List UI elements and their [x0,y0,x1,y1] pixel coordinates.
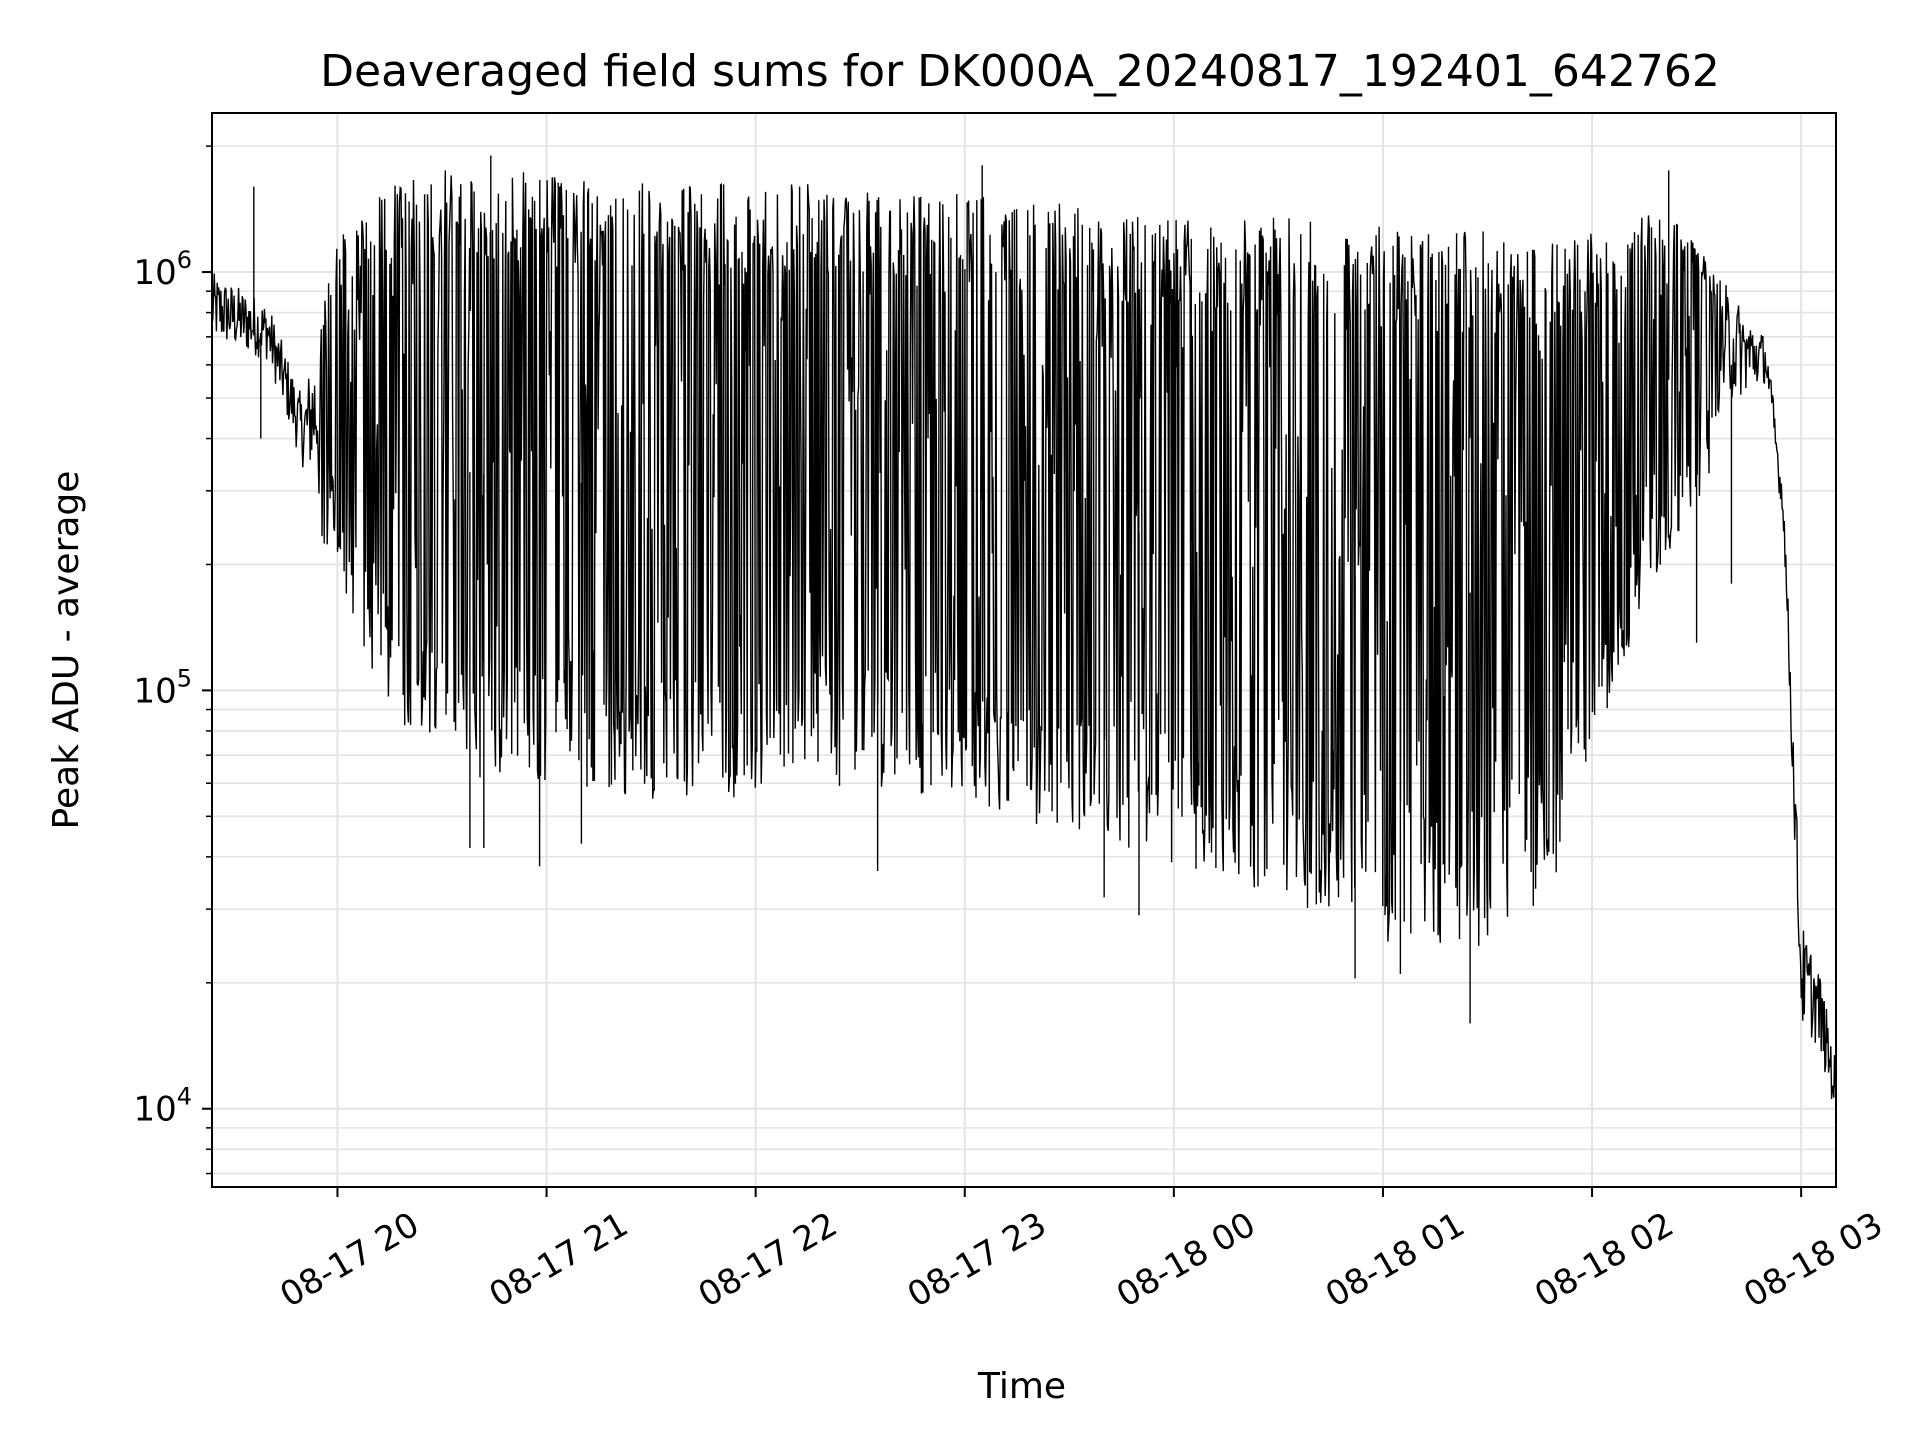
y-tick-label-base: 10 [133,253,176,293]
y-tick-label-exponent: 4 [177,1083,192,1111]
y-tick-label-exponent: 5 [177,664,192,692]
y-tick-label: 104 [133,1083,192,1130]
plot-frame [211,112,1837,1188]
y-tick-label: 106 [133,246,192,293]
y-tick-label-base: 10 [133,671,176,711]
y-tick-label: 105 [133,664,192,711]
series-trace [211,155,1837,1100]
series-line [211,170,1837,1100]
x-axis-label: Time [977,1366,1066,1407]
chart-title: Deaveraged field sums for DK000A_2024081… [320,46,1720,97]
y-tick-label-base: 10 [133,1090,176,1130]
y-tick-label-exponent: 6 [177,246,192,274]
y-axis-label: Peak ADU - average [46,471,87,830]
